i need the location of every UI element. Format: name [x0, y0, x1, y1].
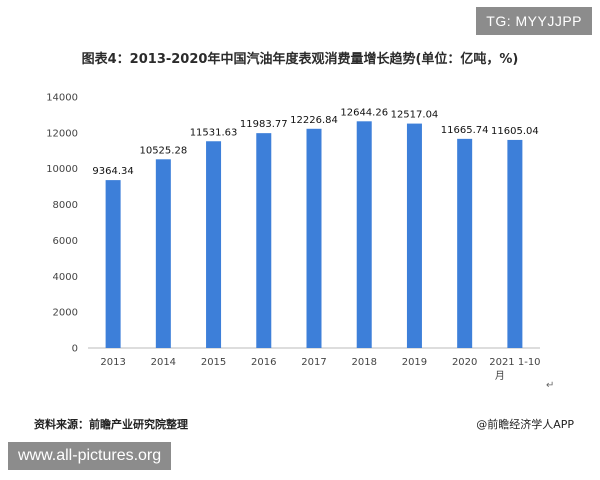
bar-value-label: 11665.74 [441, 125, 489, 136]
x-tick-label: 2019 [402, 357, 427, 368]
chart-title: 图表4：2013-2020年中国汽油年度表观消费量增长趋势(单位：亿吨，%) [81, 52, 519, 67]
bar-value-label: 11605.04 [491, 126, 539, 137]
bar [206, 141, 222, 348]
x-tick-label: 2018 [351, 357, 376, 368]
x-tick-label: 2013 [100, 357, 125, 368]
tg-badge: TG: MYYJJPP [476, 7, 592, 35]
x-tick-label: 2020 [452, 357, 477, 368]
bar-value-label: 12226.84 [290, 115, 338, 126]
bar [356, 121, 372, 348]
y-tick-label: 6000 [53, 236, 78, 247]
y-axis: 0 2000 4000 6000 8000 10000 12000 14000 [46, 93, 78, 355]
x-tick-label: 2021 1-10 月 [489, 357, 540, 382]
x-tick-label: 2017 [301, 357, 326, 368]
source-note: 资料来源：前瞻产业研究院整理 [34, 418, 188, 431]
bar [155, 159, 171, 348]
x-axis: 2013 2014 2015 2016 2017 2018 2019 2020 2021 1-1… [88, 347, 541, 382]
bars [105, 121, 523, 348]
pilcrow-mark: ↵ [546, 380, 555, 391]
bar [306, 128, 322, 348]
y-tick-label: 4000 [53, 272, 78, 283]
x-tick-label: 2016 [251, 357, 276, 368]
bar-value-label: 11531.63 [190, 127, 238, 138]
y-tick-label: 8000 [53, 200, 78, 211]
y-tick-label: 0 [72, 344, 78, 355]
bar [256, 133, 272, 348]
bar-value-label: 10525.28 [139, 145, 187, 156]
x-tick-label: 2014 [151, 357, 176, 368]
bar-value-label: 12517.04 [391, 110, 439, 121]
bar [406, 123, 422, 348]
bar [457, 138, 473, 348]
bar [507, 139, 523, 348]
y-tick-label: 10000 [46, 164, 78, 175]
y-tick-label: 2000 [53, 308, 78, 319]
publisher-note: @前瞻经济学人APP [476, 418, 574, 431]
bar-value-label: 11983.77 [240, 119, 288, 130]
y-tick-label: 14000 [46, 93, 78, 104]
bar [105, 180, 121, 348]
bar-value-label: 12644.26 [340, 107, 388, 118]
watermark-url: www.all-pictures.org [8, 442, 172, 470]
x-tick-label: 2015 [201, 357, 226, 368]
bar-value-label: 9364.34 [92, 166, 133, 177]
y-tick-label: 12000 [46, 128, 78, 139]
